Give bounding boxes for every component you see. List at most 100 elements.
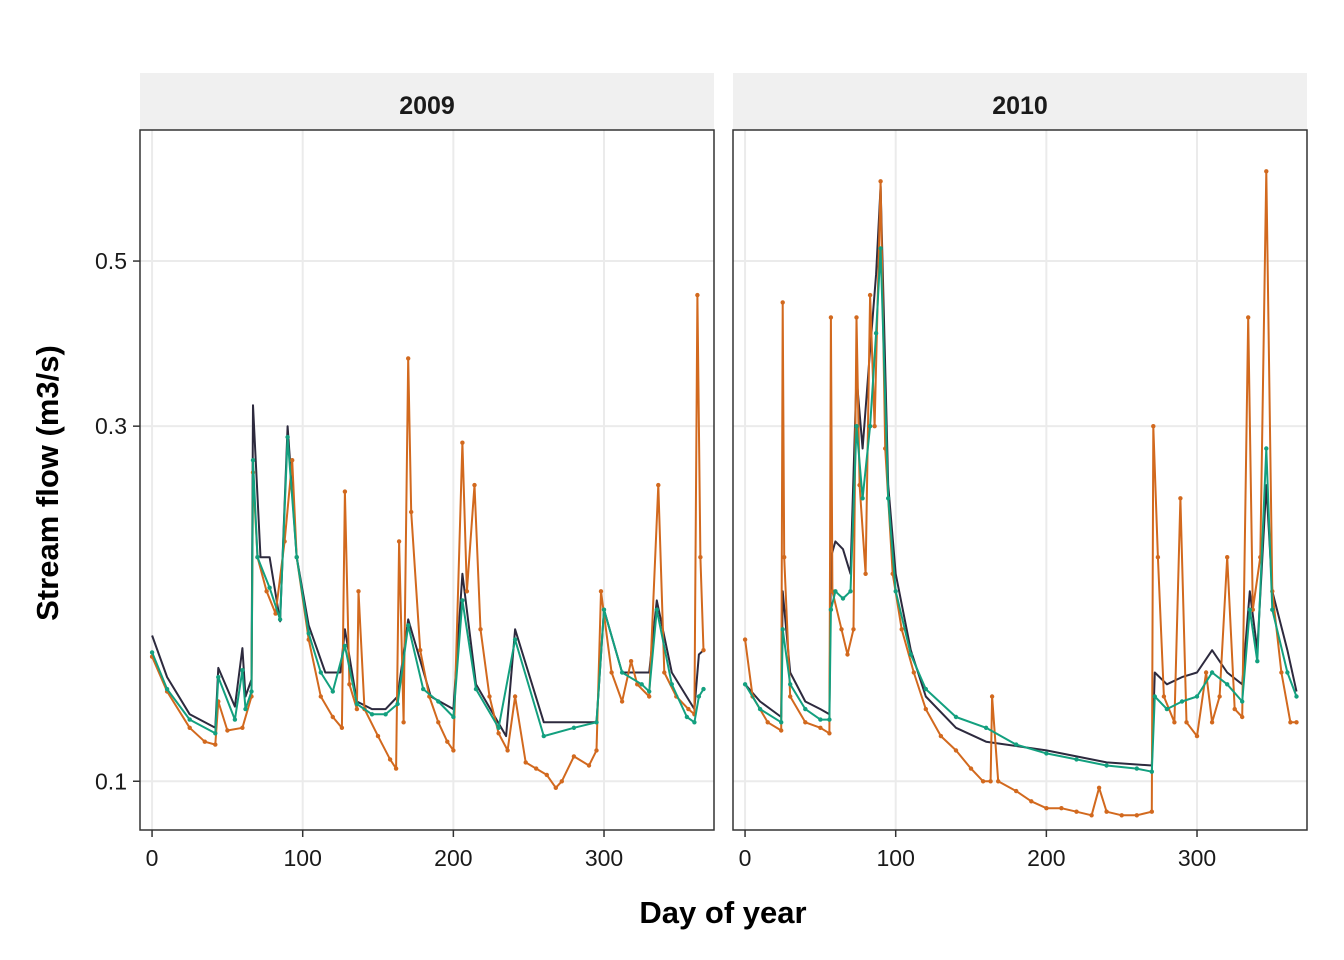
data-point <box>1264 169 1269 174</box>
data-point <box>872 424 877 429</box>
data-point <box>780 627 785 632</box>
data-point <box>854 315 859 320</box>
data-point <box>1074 757 1079 762</box>
data-point <box>1149 769 1155 774</box>
data-point <box>354 701 360 707</box>
series-layer <box>149 292 706 790</box>
x-axis: 0 100 200 300 <box>739 830 1216 871</box>
data-point <box>662 670 667 675</box>
data-point <box>953 714 959 720</box>
data-point <box>1285 670 1290 675</box>
data-point <box>647 689 652 694</box>
data-point <box>953 748 959 753</box>
series-2 <box>149 434 706 739</box>
data-point <box>601 607 607 612</box>
data-point <box>306 631 311 636</box>
data-point <box>695 292 700 298</box>
data-point <box>267 585 272 590</box>
data-point <box>383 712 388 717</box>
data-point <box>1014 788 1019 794</box>
data-point <box>1225 555 1230 560</box>
x-tick-label: 100 <box>284 845 322 871</box>
data-point <box>1089 813 1094 818</box>
x-tick-label: 300 <box>585 845 623 871</box>
data-point <box>1264 446 1269 451</box>
data-point <box>534 766 539 771</box>
data-point <box>692 720 697 725</box>
data-point <box>451 748 456 753</box>
data-point <box>1179 699 1185 704</box>
strip-background <box>140 73 714 130</box>
data-point <box>619 670 625 675</box>
data-point <box>698 555 703 560</box>
y-axis: 0.1 0.3 0.5 <box>95 248 140 794</box>
data-point <box>980 779 986 784</box>
data-point <box>347 682 352 687</box>
data-point <box>451 714 456 720</box>
data-point <box>782 555 787 560</box>
data-point <box>369 712 375 717</box>
series-line <box>151 404 705 738</box>
data-point <box>356 589 361 594</box>
data-point <box>1164 706 1170 712</box>
x-tick-label: 300 <box>1178 845 1216 871</box>
data-point <box>277 617 283 622</box>
x-tick-label: 200 <box>1027 845 1065 871</box>
data-point <box>464 589 470 594</box>
data-point <box>1044 806 1049 811</box>
data-point <box>779 720 784 725</box>
data-point <box>867 424 873 429</box>
data-point <box>395 701 400 707</box>
data-point <box>487 694 492 699</box>
strip-label: 2009 <box>399 92 455 120</box>
series-line <box>151 436 705 738</box>
data-point <box>273 611 278 616</box>
data-point <box>848 589 853 594</box>
data-point <box>1225 682 1230 687</box>
data-point <box>827 731 832 736</box>
data-point <box>213 742 218 747</box>
x-tick-label: 0 <box>146 845 159 871</box>
data-point <box>818 725 823 730</box>
data-point <box>512 637 518 642</box>
data-point <box>911 670 916 675</box>
data-point <box>460 598 465 603</box>
data-point <box>544 772 549 778</box>
data-point <box>989 694 995 699</box>
data-point <box>401 720 406 725</box>
data-point <box>330 689 335 694</box>
data-point <box>827 717 832 722</box>
data-point <box>788 694 793 699</box>
data-point <box>342 489 348 494</box>
data-point <box>878 246 883 251</box>
data-point <box>803 720 808 725</box>
data-point <box>833 589 838 594</box>
data-point <box>860 496 865 501</box>
data-point <box>1059 806 1064 811</box>
data-point <box>445 739 450 744</box>
x-axis-title: Day of year <box>639 895 806 930</box>
data-point <box>375 733 381 739</box>
data-point <box>867 292 873 298</box>
data-point <box>225 728 230 733</box>
data-point <box>571 754 577 759</box>
data-point <box>628 659 634 664</box>
data-point <box>478 627 483 632</box>
data-point <box>988 779 993 784</box>
y-tick-label: 0.3 <box>95 413 127 439</box>
data-point <box>553 785 558 790</box>
data-point <box>1209 670 1215 675</box>
data-point <box>803 706 808 712</box>
x-tick-label: 200 <box>434 845 472 871</box>
data-point <box>938 733 944 739</box>
data-point <box>505 748 510 753</box>
panel-2009: 2009 0 100 200 300 0.1 0.3 0.5 <box>95 73 715 871</box>
data-point <box>342 643 348 649</box>
data-point <box>845 652 850 657</box>
data-point <box>1074 809 1079 814</box>
data-point <box>1119 813 1124 818</box>
data-point <box>854 424 859 429</box>
data-point <box>742 637 748 642</box>
data-point <box>647 694 652 699</box>
data-point <box>1014 742 1019 747</box>
